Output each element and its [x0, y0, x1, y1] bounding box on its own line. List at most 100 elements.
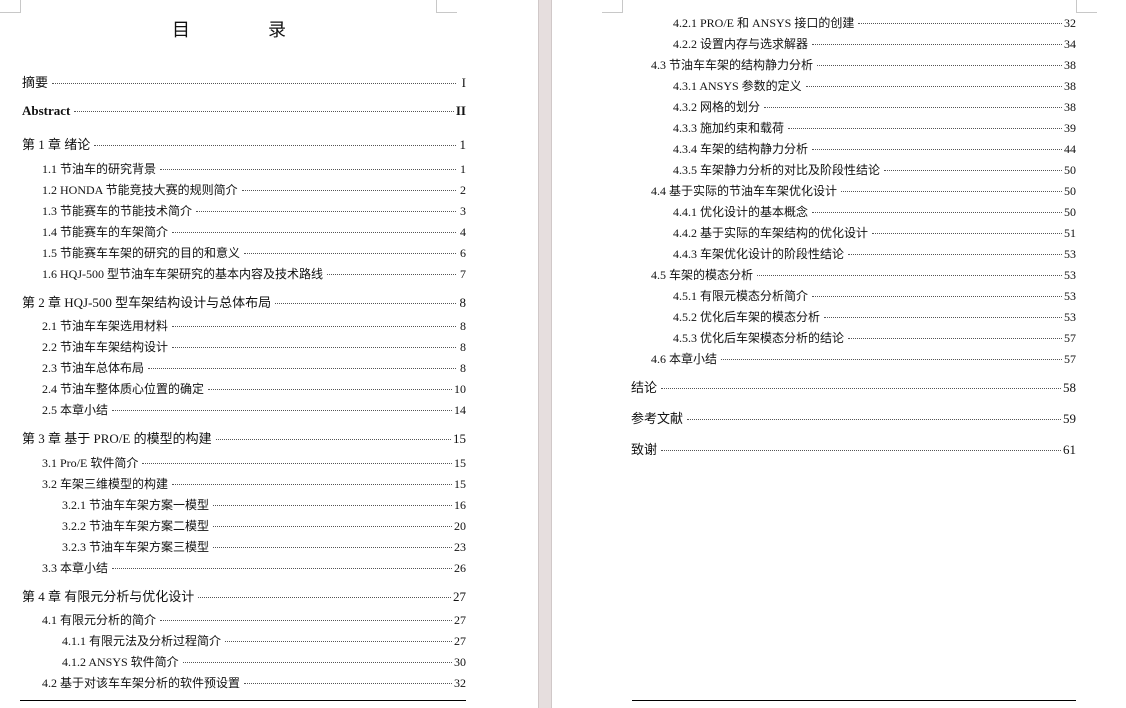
toc-entry-page-number: 27 — [453, 589, 466, 604]
dot-leader — [848, 338, 1062, 339]
toc-entry[interactable]: 致谢 61 — [631, 439, 1076, 457]
toc-entry[interactable]: 第 2 章 HQJ-500 型车架结构设计与总体布局 8 — [22, 292, 466, 310]
toc-entry[interactable]: 4.5.2 优化后车架的模态分析 53 — [673, 308, 1076, 326]
dot-leader — [94, 145, 456, 146]
toc-entry-label: 3.1 Pro/E 软件简介 — [42, 456, 139, 470]
dot-leader — [215, 439, 451, 440]
toc-entry[interactable]: 4.1.1 有限元法及分析过程简介 27 — [62, 632, 466, 650]
dot-leader — [788, 128, 1062, 129]
toc-entry[interactable]: 4.6 本章小结 57 — [651, 350, 1076, 368]
dot-leader — [112, 410, 452, 411]
dot-leader — [848, 254, 1062, 255]
toc-entry[interactable]: 结论 58 — [631, 377, 1076, 395]
toc-entry-page-number: 53 — [1064, 247, 1076, 261]
dot-leader — [241, 190, 456, 191]
toc-entry-page-number: 7 — [460, 267, 466, 281]
toc-entry-page-number: 44 — [1064, 142, 1076, 156]
toc-entry[interactable]: 2.4 节油车整体质心位置的确定 10 — [42, 380, 466, 398]
dot-leader — [721, 359, 1062, 360]
toc-entry[interactable]: 2.2 节油车车架结构设计 8 — [42, 338, 466, 356]
toc-entry-page-number: 23 — [454, 540, 466, 554]
toc-entry[interactable]: 1.3 节能赛车的节能技术简介 3 — [42, 202, 466, 220]
toc-entry-page-number: 14 — [454, 403, 466, 417]
toc-entry-label: 4.3.3 施加约束和载荷 — [673, 121, 785, 135]
toc-entry[interactable]: 4.4.2 基于实际的车架结构的优化设计 51 — [673, 224, 1076, 242]
toc-entry-label: 4.5 车架的模态分析 — [651, 268, 754, 282]
toc-entry-label: 结论 — [631, 380, 658, 395]
dot-leader — [812, 149, 1062, 150]
toc-entry-label: 第 1 章 绪论 — [22, 137, 91, 152]
toc-entry-page-number: 34 — [1064, 37, 1076, 51]
toc-entry-page-number: 53 — [1064, 268, 1076, 282]
toc-entry[interactable]: 4.4.3 车架优化设计的阶段性结论 53 — [673, 245, 1076, 263]
toc-entry[interactable]: 第 4 章 有限元分析与优化设计 27 — [22, 586, 466, 604]
toc-entry-label: 4.4.3 车架优化设计的阶段性结论 — [673, 247, 845, 261]
dot-leader — [661, 388, 1061, 389]
toc-entry[interactable]: 4.4.1 优化设计的基本概念 50 — [673, 203, 1076, 221]
toc-entry-label: 4.5.2 优化后车架的模态分析 — [673, 310, 821, 324]
document-page-2: 4.2.1 PRO/E 和 ANSYS 接口的创建 32 4.2.2 设置内存与选求… — [552, 0, 1126, 708]
toc-entry[interactable]: 4.5.3 优化后车架模态分析的结论 57 — [673, 329, 1076, 347]
toc-entry-label: 1.2 HONDA 节能竞技大赛的规则简介 — [42, 183, 238, 197]
toc-entry[interactable]: 4.1.2 ANSYS 软件简介 30 — [62, 653, 466, 671]
dot-leader — [872, 233, 1062, 234]
toc-entry[interactable]: 2.1 节油车车架选用材料 8 — [42, 317, 466, 335]
dot-leader — [112, 568, 452, 569]
toc-entry[interactable]: Abstract II — [22, 103, 466, 121]
toc-entry[interactable]: 1.4 节能赛车的车架简介 4 — [42, 223, 466, 241]
dot-leader — [196, 211, 456, 212]
dot-leader — [213, 526, 452, 527]
toc-entry[interactable]: 3.2.3 节油车车架方案三模型 23 — [62, 538, 466, 556]
toc-entry[interactable]: 1.2 HONDA 节能竞技大赛的规则简介 2 — [42, 181, 466, 199]
toc-entry-page-number: 26 — [454, 561, 466, 575]
toc-entry-label: 4.3 节油车车架的结构静力分析 — [651, 58, 814, 72]
toc-entry-label: Abstract — [22, 103, 71, 118]
toc-entry[interactable]: 4.3 节油车车架的结构静力分析 38 — [651, 56, 1076, 74]
toc-entry-page-number: 38 — [1064, 58, 1076, 72]
toc-entry-label: 2.2 节油车车架结构设计 — [42, 340, 169, 354]
toc-entry[interactable]: 4.2 基于对该车车架分析的软件预设置 32 — [42, 674, 466, 692]
toc-entry-page-number: 1 — [460, 162, 466, 176]
page-bottom-rule — [632, 700, 1076, 701]
toc-entry[interactable]: 4.5 车架的模态分析 53 — [651, 266, 1076, 284]
toc-entry[interactable]: 4.3.2 网格的划分 38 — [673, 98, 1076, 116]
toc-entry[interactable]: 第 1 章 绪论 1 — [22, 134, 466, 152]
toc-entry[interactable]: 3.2.2 节油车车架方案二模型 20 — [62, 517, 466, 535]
dot-leader — [160, 620, 452, 621]
toc-entry[interactable]: 4.5.1 有限元模态分析简介 53 — [673, 287, 1076, 305]
toc-entry[interactable]: 2.3 节油车总体布局 8 — [42, 359, 466, 377]
toc-entry[interactable]: 4.3.1 ANSYS 参数的定义 38 — [673, 77, 1076, 95]
toc-entry-page-number: 8 — [460, 340, 466, 354]
toc-entry-label: 参考文献 — [631, 411, 684, 426]
dot-leader — [244, 683, 452, 684]
toc-entry[interactable]: 1.1 节油车的研究背景 1 — [42, 160, 466, 178]
toc-entry[interactable]: 1.5 节能赛车车架的研究的目的和意义 6 — [42, 244, 466, 262]
toc-entry[interactable]: 第 3 章 基于 PRO/E 的模型的构建 15 — [22, 428, 466, 446]
toc-entry[interactable]: 4.2.2 设置内存与选求解器 34 — [673, 35, 1076, 53]
toc-entry[interactable]: 参考文献 59 — [631, 408, 1076, 426]
page-gap — [538, 0, 552, 708]
toc-entry[interactable]: 2.5 本章小结 14 — [42, 401, 466, 419]
toc-entry-label: 第 4 章 有限元分析与优化设计 — [22, 589, 195, 604]
toc-entry[interactable]: 4.2.1 PRO/E 和 ANSYS 接口的创建 32 — [673, 14, 1076, 32]
toc-entry[interactable]: 4.3.4 车架的结构静力分析 44 — [673, 140, 1076, 158]
toc-entry[interactable]: 3.1 Pro/E 软件简介 15 — [42, 454, 466, 472]
toc-entry[interactable]: 4.4 基于实际的节油车车架优化设计 50 — [651, 182, 1076, 200]
toc-entry[interactable]: 4.3.5 车架静力分析的对比及阶段性结论 50 — [673, 161, 1076, 179]
dot-leader — [812, 212, 1062, 213]
toc-entry-page-number: 38 — [1064, 79, 1076, 93]
toc-entry[interactable]: 1.6 HQJ-500 型节油车车架研究的基本内容及技术路线 7 — [42, 265, 466, 283]
toc-entry[interactable]: 4.1 有限元分析的简介 27 — [42, 611, 466, 629]
toc-entry[interactable]: 摘要 I — [22, 72, 466, 90]
toc-entry[interactable]: 3.2.1 节油车车架方案一模型 16 — [62, 496, 466, 514]
toc-entry[interactable]: 3.2 车架三维模型的构建 15 — [42, 475, 466, 493]
toc-entry[interactable]: 3.3 本章小结 26 — [42, 559, 466, 577]
toc-title: 目 录 — [172, 20, 316, 41]
dot-leader — [172, 326, 456, 327]
dot-leader — [208, 389, 452, 390]
toc-entry-label: 2.3 节油车总体布局 — [42, 361, 145, 375]
toc-entry[interactable]: 4.3.3 施加约束和载荷 39 — [673, 119, 1076, 137]
toc-entry-label: 4.6 本章小结 — [651, 352, 718, 366]
toc-entry-label: 4.2.1 PRO/E 和 ANSYS 接口的创建 — [673, 16, 855, 30]
dot-leader — [817, 65, 1062, 66]
